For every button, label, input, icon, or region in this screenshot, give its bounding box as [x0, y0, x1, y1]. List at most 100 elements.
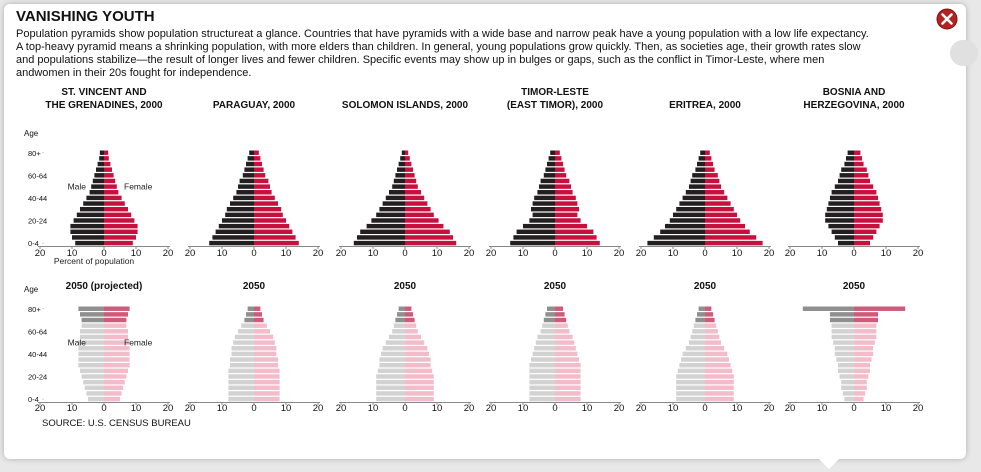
female-bar: [555, 391, 581, 396]
male-bar: [366, 223, 405, 229]
female-bar: [854, 201, 880, 206]
female-bar: [405, 178, 417, 184]
female-bar: [854, 368, 870, 374]
female-bar: [405, 368, 433, 374]
male-bar: [838, 178, 854, 184]
male-bar: [233, 195, 254, 201]
male-legend-label: Male: [68, 182, 87, 192]
male-bar: [83, 201, 104, 206]
x-tick-label: 20: [636, 403, 647, 414]
x-tick-label: 10: [217, 403, 228, 414]
male-bar: [99, 150, 104, 155]
female-bar: [104, 396, 120, 402]
female-bar: [405, 150, 409, 155]
male-bar: [73, 218, 104, 223]
x-tick-label: 20: [614, 403, 625, 414]
female-legend-label: Female: [124, 338, 153, 348]
x-tick-label: 20: [336, 403, 347, 414]
male-bar: [834, 351, 854, 357]
male-bar: [400, 156, 405, 161]
female-bar: [854, 312, 878, 317]
x-tick-label: 0: [251, 403, 256, 414]
male-bar: [531, 206, 555, 212]
x-tick-label: 10: [131, 248, 142, 259]
female-bar: [854, 323, 877, 328]
female-bar: [555, 346, 576, 351]
male-bar: [697, 312, 705, 317]
male-bar: [78, 306, 104, 311]
female-bar: [705, 218, 741, 223]
chart-title: 2050: [394, 281, 417, 292]
female-bar: [104, 195, 122, 201]
male-bar: [692, 173, 705, 178]
x-tick-label: 20: [163, 248, 174, 259]
x-tick-label: 20: [464, 248, 475, 259]
male-bar: [510, 240, 555, 246]
male-bar: [834, 235, 854, 240]
male-bar: [802, 306, 854, 311]
female-bar: [405, 235, 453, 240]
male-bar: [249, 150, 254, 155]
female-bar: [405, 329, 418, 334]
female-bar: [405, 323, 417, 328]
x-tick-label: 0: [702, 248, 707, 259]
male-bar: [665, 223, 705, 229]
female-bar: [254, 173, 266, 178]
male-bar: [830, 312, 854, 317]
female-bar: [854, 379, 867, 385]
male-bar: [78, 357, 104, 362]
male-bar: [547, 161, 555, 167]
male-bar: [550, 150, 555, 155]
popup-title: VANISHING YOUTH: [16, 8, 155, 25]
female-bar: [555, 379, 581, 385]
male-bar: [89, 190, 104, 195]
x-tick-label: 0: [101, 248, 106, 259]
female-bar: [254, 385, 280, 391]
male-bar: [238, 184, 254, 189]
chart-title: 2050: [544, 281, 567, 292]
male-bar: [679, 362, 705, 368]
female-bar: [254, 374, 280, 379]
male-bar: [847, 150, 854, 155]
intro-text: Population pyramids show population stru…: [16, 28, 869, 79]
male-bar: [389, 334, 405, 340]
female-bar: [254, 167, 264, 172]
male-bar: [81, 323, 104, 328]
female-bar: [254, 391, 280, 396]
female-bar: [555, 306, 563, 311]
female-bar: [854, 306, 906, 311]
male-bar: [228, 374, 254, 379]
male-bar: [376, 374, 405, 379]
male-bar: [698, 156, 705, 161]
male-bar: [70, 223, 104, 229]
male-bar: [398, 161, 405, 167]
x-tick-label: 20: [313, 248, 324, 259]
close-icon[interactable]: close: [936, 8, 958, 30]
female-bar: [705, 156, 712, 161]
male-bar: [676, 379, 705, 385]
female-bar: [254, 201, 278, 206]
female-bar: [854, 374, 869, 379]
female-bar: [705, 150, 710, 155]
male-bar: [695, 317, 705, 323]
male-bar: [839, 173, 854, 178]
female-bar: [104, 351, 130, 357]
y-tick-label: 60-64: [28, 171, 47, 180]
male-bar: [218, 223, 254, 229]
female-bar: [555, 218, 581, 223]
male-bar: [97, 161, 104, 167]
female-bar: [405, 306, 412, 311]
male-bar: [676, 385, 705, 391]
male-bar: [99, 156, 104, 161]
male-bar: [80, 312, 104, 317]
female-bar: [854, 173, 869, 178]
female-bar: [254, 218, 286, 223]
female-bar: [705, 206, 734, 212]
female-bar: [705, 201, 731, 206]
male-bar: [529, 362, 555, 368]
male-bar: [238, 329, 254, 334]
female-bar: [104, 150, 109, 155]
female-bar: [854, 150, 861, 155]
male-bar: [75, 240, 104, 246]
x-tick-label: 20: [785, 403, 796, 414]
